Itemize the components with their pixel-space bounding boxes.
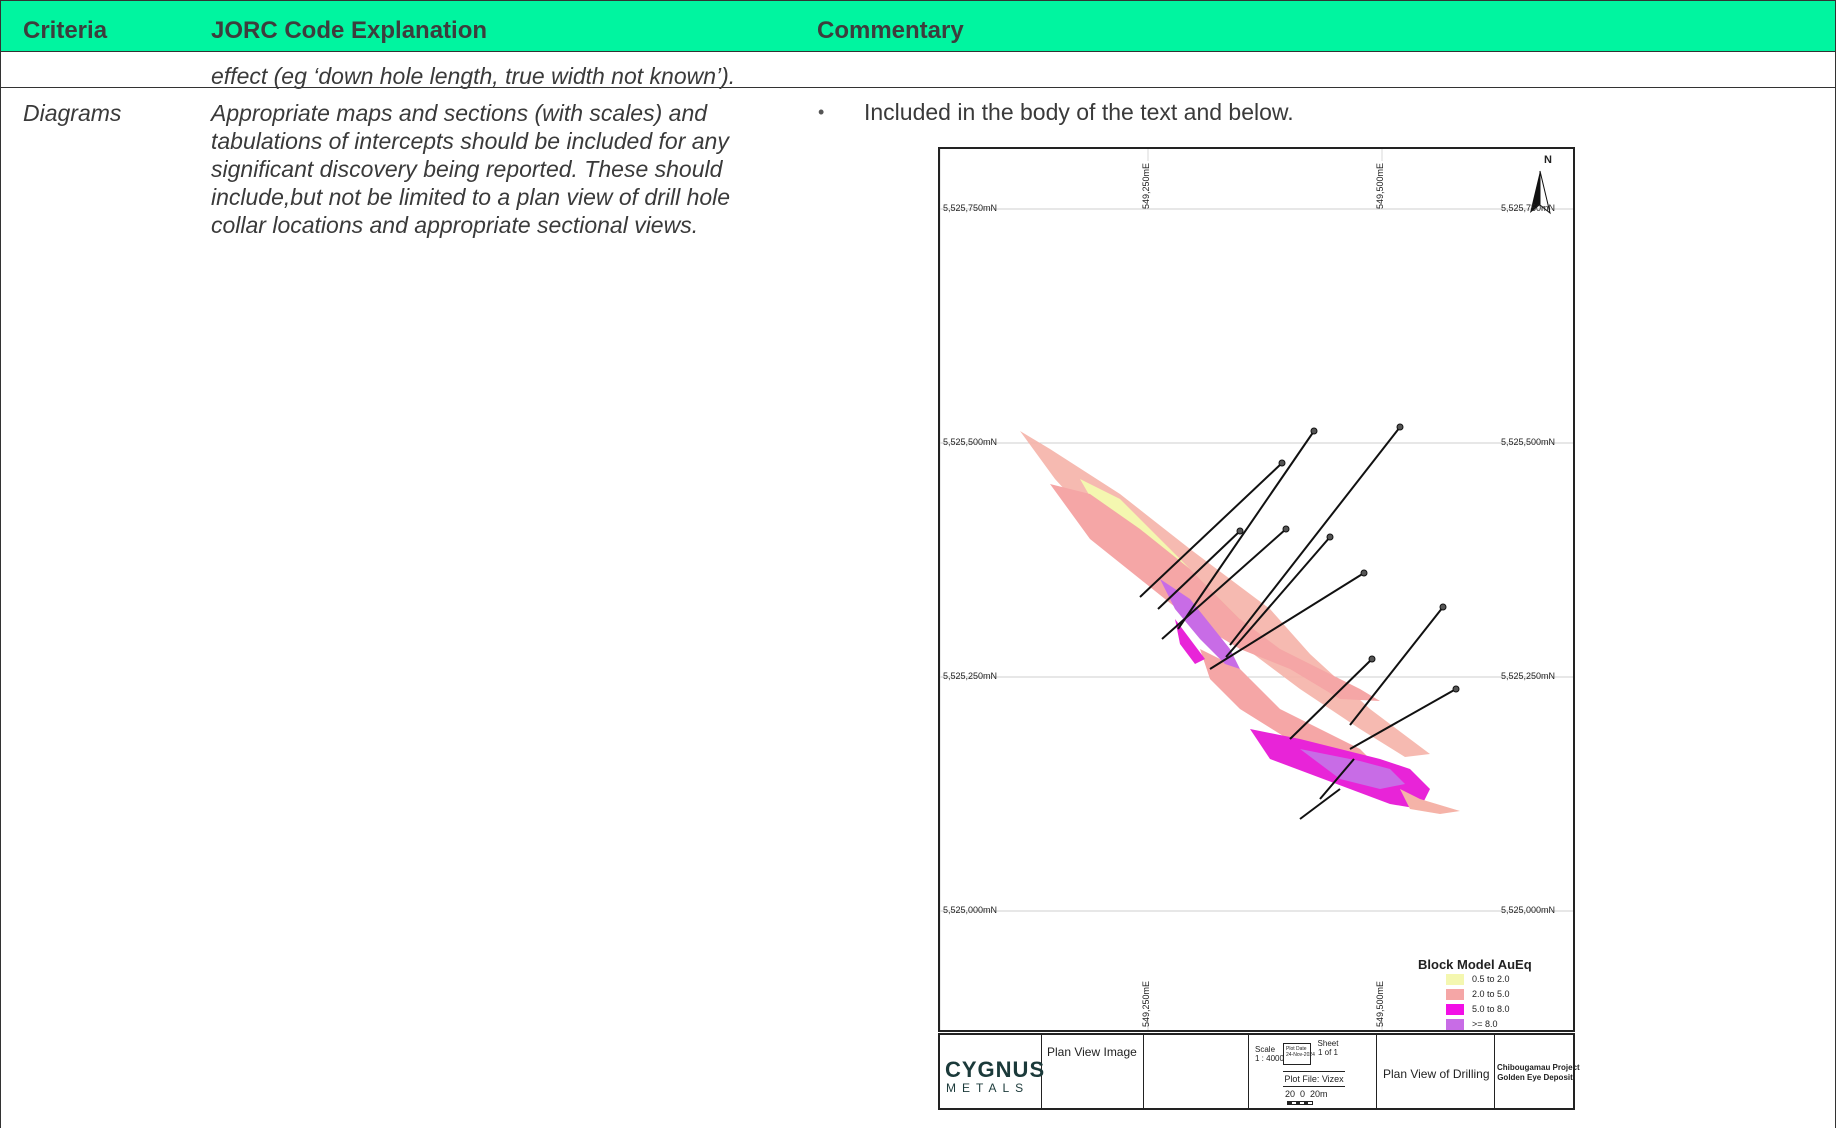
drill-hole-traces	[1139, 426, 1457, 820]
bullet-icon: •	[818, 102, 825, 122]
header-explanation: JORC Code Explanation	[211, 17, 488, 44]
north-label: N	[1544, 154, 1552, 166]
scale-bar-label: 20 0 20m	[1285, 1089, 1328, 1099]
legend-swatch	[1446, 989, 1464, 1000]
collar-markers	[1236, 423, 1460, 693]
easting-label-top-2: 549,500mE	[1375, 162, 1385, 209]
table-header-row: Criteria JORC Code Explanation Commentar…	[0, 0, 1836, 52]
legend-swatch	[1446, 974, 1464, 985]
view-title-cell: Plan View of Drilling	[1377, 1035, 1495, 1108]
legend-title: Block Model AuEq	[1418, 957, 1532, 972]
easting-label-top-1: 549,250mE	[1141, 162, 1151, 209]
criteria-cell: Diagrams	[23, 100, 122, 126]
view-title: Plan View of Drilling	[1383, 1067, 1490, 1081]
logo-wordmark: CYGNUS	[945, 1057, 1046, 1082]
legend-item: 5.0 to 8.0	[1446, 1002, 1558, 1017]
logo-subtext: METALS	[946, 1081, 1030, 1095]
plan-view-map: N 5,525,750mN 5,525,750mN 5,525,500mN 5,…	[938, 147, 1575, 1032]
plan-view-image-label: Plan View Image	[1047, 1045, 1137, 1059]
northing-label-right-3: 5,525,250mN	[1501, 671, 1556, 681]
northing-label-left-4: 5,525,000mN	[943, 905, 998, 915]
legend-swatch	[1446, 1004, 1464, 1015]
plot-file-label: Plot File: Vizex	[1283, 1071, 1345, 1087]
continuation-text: effect (eg ‘down hole length, true width…	[211, 63, 736, 89]
scale-bar-icon	[1287, 1101, 1313, 1105]
legend-item: 2.0 to 5.0	[1446, 987, 1558, 1002]
legend-item: >= 8.0	[1446, 1017, 1558, 1032]
sheet-label: Sheet 1 of 1	[1317, 1039, 1339, 1057]
northing-label-left-1: 5,525,750mN	[943, 203, 998, 213]
orebody-shapes	[1020, 431, 1460, 814]
plot-date-label: Plot Date 24-Nov-2024	[1283, 1043, 1315, 1065]
table-row-diagrams: Diagrams Appropriate maps and sections (…	[0, 88, 1836, 1128]
plan-view-image-cell: Plan View Image	[1042, 1035, 1144, 1108]
explanation-cell: Appropriate maps and sections (with scal…	[211, 100, 731, 238]
easting-label-bottom-1: 549,250mE	[1141, 980, 1151, 1027]
legend-label: >= 8.0	[1472, 1019, 1498, 1029]
north-arrow-icon	[1530, 170, 1551, 215]
legend-label: 5.0 to 8.0	[1472, 1004, 1510, 1014]
map-legend: Block Model AuEq 0.5 to 2.0 2.0 to 5.0 5…	[1418, 957, 1558, 1032]
table-row-continuation: effect (eg ‘down hole length, true width…	[0, 52, 1836, 89]
commentary-cell: Included in the body of the text and bel…	[864, 99, 1294, 125]
legend-item: 0.5 to 2.0	[1446, 972, 1558, 987]
legend-label: 0.5 to 2.0	[1472, 974, 1510, 984]
map-drawing	[940, 149, 1573, 1030]
scale-info-cell: Scale 1 : 4000 Plot Date 24-Nov-2024 She…	[1249, 1035, 1377, 1108]
easting-label-bottom-2: 549,500mE	[1375, 980, 1385, 1027]
project-name: Chibougamau Project Golden Eye Deposit	[1497, 1063, 1580, 1082]
northing-label-right-1: 5,525,750mN	[1501, 203, 1556, 213]
header-commentary: Commentary	[817, 17, 964, 44]
northing-label-right-2: 5,525,500mN	[1501, 437, 1556, 447]
scale-label: Scale 1 : 4000	[1255, 1045, 1284, 1063]
map-title-block: CYGNUS METALS Plan View Image Scale 1 : …	[938, 1033, 1580, 1110]
northing-label-right-4: 5,525,000mN	[1501, 905, 1556, 915]
blank-cell	[1144, 1035, 1249, 1108]
northing-label-left-3: 5,525,250mN	[943, 671, 998, 681]
header-criteria: Criteria	[23, 17, 108, 44]
legend-swatch	[1446, 1019, 1464, 1030]
project-cell: Chibougamau Project Golden Eye Deposit	[1495, 1035, 1580, 1108]
northing-label-left-2: 5,525,500mN	[943, 437, 998, 447]
legend-label: 2.0 to 5.0	[1472, 989, 1510, 999]
company-logo: CYGNUS METALS	[940, 1035, 1046, 1108]
